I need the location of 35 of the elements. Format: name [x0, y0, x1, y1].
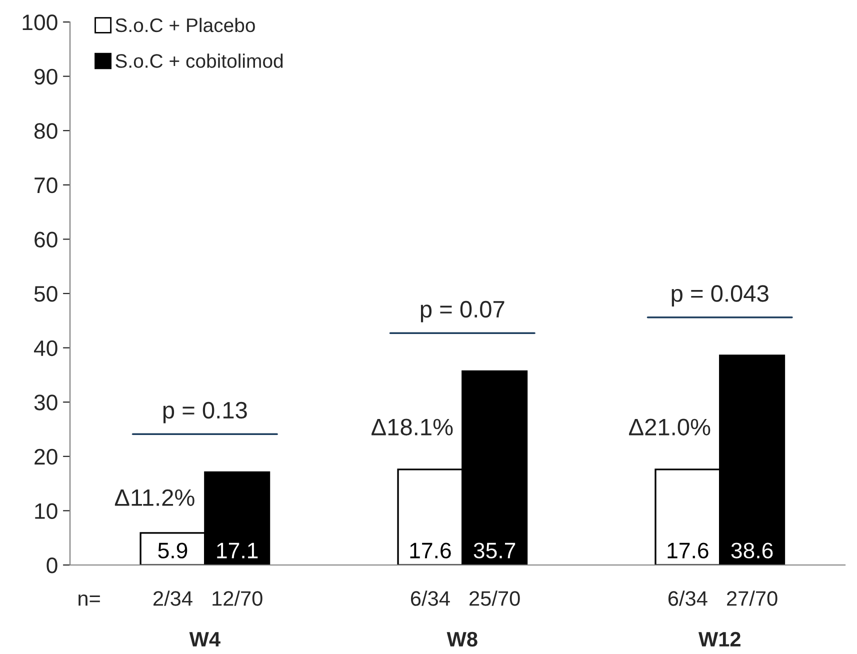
text: 12/70	[212, 590, 262, 606]
annotation: p = 0.07	[420, 300, 504, 322]
x-tick-label: W12	[698, 632, 740, 646]
y-tick-label: 70	[34, 177, 58, 194]
legend-label: S.o.C + Placebo	[116, 18, 255, 32]
y-tick-label: 30	[34, 394, 58, 410]
annotation: p = 0.13	[163, 402, 247, 424]
data-label: 38.6	[731, 542, 773, 558]
text: 6/34	[668, 590, 708, 606]
annotation: Δ18.1%	[372, 418, 453, 436]
data-label: 17.6	[668, 542, 708, 558]
data-label: 5.9	[158, 542, 188, 558]
y-tick-label: 100	[22, 14, 58, 30]
x-tick-label: W4	[189, 632, 220, 646]
y-tick-label: 80	[34, 123, 58, 139]
text: 2/34	[154, 590, 192, 606]
y-tick-label: 0	[46, 558, 58, 574]
text: 27/70	[727, 590, 778, 606]
text: 6/34	[410, 590, 450, 606]
text: 25/70	[470, 590, 520, 606]
y-tick-label: 50	[34, 286, 58, 302]
annotation: p = 0.043	[672, 285, 768, 307]
y-tick-label: 90	[34, 68, 58, 85]
annotation: Δ11.2%	[114, 489, 194, 506]
data-label: 17.6	[410, 542, 451, 558]
y-tick-label: 60	[34, 232, 58, 248]
text: n=	[78, 594, 100, 606]
legend-label: S.o.C + cobitolimod	[116, 54, 283, 68]
y-tick-label: 20	[34, 448, 58, 465]
annotation: Δ21.0%	[629, 418, 710, 436]
data-label: 35.7	[474, 542, 516, 558]
data-label: 17.1	[217, 542, 258, 558]
x-tick-label: W8	[446, 632, 478, 647]
y-tick-label: 10	[35, 503, 58, 519]
y-tick-label: 40	[34, 340, 58, 356]
